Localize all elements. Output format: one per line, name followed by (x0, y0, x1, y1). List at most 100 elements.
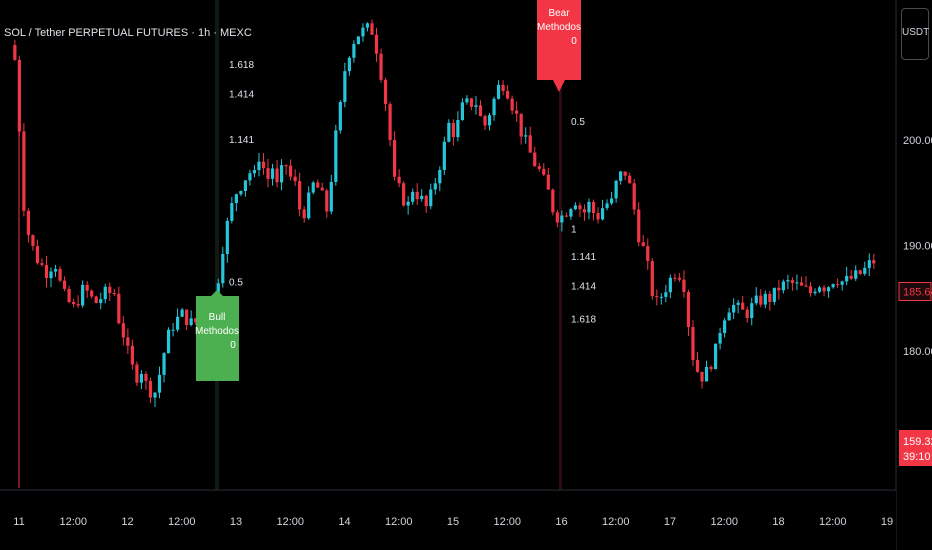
candle (284, 165, 288, 167)
candle (646, 246, 650, 262)
candle (17, 59, 21, 132)
fib-bear-label: 1 (571, 225, 577, 236)
candle (307, 192, 311, 219)
candle (279, 165, 284, 183)
candle (40, 263, 44, 265)
time-tick-label: 12:00 (602, 516, 630, 528)
candle (94, 296, 98, 304)
candle (53, 268, 58, 272)
chart-title: SOL / Tether PERPETUAL FUTURES · 1h · ME… (4, 27, 252, 39)
candle (67, 288, 71, 303)
time-tick-label: 12 (121, 516, 133, 528)
candle (614, 180, 618, 199)
candle (347, 57, 351, 72)
fib-bull-label: 1.414 (229, 90, 254, 101)
time-tick-label: 12:00 (385, 516, 413, 528)
candle (135, 364, 139, 383)
candle (872, 260, 876, 264)
candle (49, 271, 53, 279)
candle (356, 36, 361, 45)
candle (266, 168, 270, 179)
candle (605, 203, 609, 209)
candle (623, 171, 627, 176)
candle (754, 295, 758, 304)
price-tick-label: 180.00 (903, 346, 932, 358)
candle (867, 260, 871, 268)
candle (759, 295, 763, 305)
candle (560, 215, 564, 223)
candle (85, 284, 89, 291)
candle (772, 287, 776, 302)
candle (275, 168, 279, 183)
candle (469, 98, 474, 107)
candle (139, 373, 144, 383)
candle (542, 168, 546, 175)
candle (528, 135, 532, 153)
candle (397, 176, 401, 184)
candle (447, 122, 451, 142)
time-tick-label: 12:00 (59, 516, 87, 528)
candle (189, 318, 193, 325)
candle (808, 286, 813, 294)
candle (392, 140, 397, 177)
candle (537, 166, 541, 169)
candle (76, 304, 80, 306)
candle (673, 277, 677, 279)
candle (117, 293, 121, 324)
candle (713, 343, 718, 370)
time-tick-label: 18 (772, 516, 784, 528)
candle (144, 373, 148, 381)
currency-unit-button[interactable]: USDT (901, 8, 929, 60)
candle (478, 105, 483, 117)
candle (148, 380, 153, 398)
candle (655, 296, 659, 298)
candle (298, 181, 302, 210)
time-tick-label: 16 (555, 516, 567, 528)
candle (619, 171, 623, 181)
candle (460, 102, 465, 120)
candle (157, 374, 162, 393)
candle (121, 323, 125, 338)
candle (429, 189, 433, 207)
candle (524, 135, 528, 137)
candle (573, 205, 578, 210)
last-price-label: 185.64 (903, 286, 932, 298)
candle (171, 329, 175, 331)
candle (35, 246, 40, 264)
bear-signal-text: Methodos (537, 22, 581, 33)
candle (591, 201, 596, 214)
price-axis (896, 0, 932, 550)
candle (257, 161, 261, 171)
currency-unit-label: USDT (902, 27, 930, 38)
candle (194, 318, 198, 323)
candle (686, 291, 691, 328)
candle (248, 173, 252, 181)
candle (845, 275, 849, 282)
candle (863, 267, 867, 274)
candle (637, 209, 641, 243)
candle (506, 90, 510, 99)
bear-signal-badge[interactable] (537, 0, 581, 92)
candle (334, 130, 338, 182)
candle (600, 208, 605, 220)
candle (768, 293, 772, 302)
candle (13, 45, 17, 60)
candle (587, 201, 591, 213)
time-tick-label: 11 (13, 516, 24, 528)
fib-bear-label: 1.618 (571, 314, 596, 325)
candle (836, 284, 840, 286)
bull-signal-badge[interactable] (196, 290, 239, 381)
candle (510, 98, 514, 111)
candle (325, 190, 329, 212)
bull-signal-column (215, 0, 219, 490)
time-tick-label: 12:00 (819, 516, 847, 528)
candle (338, 101, 342, 131)
candle (406, 201, 410, 206)
candle (664, 292, 668, 297)
bull-signal-text: Bull (209, 312, 226, 323)
countdown-time: 39:10 (903, 451, 931, 463)
candle (126, 337, 130, 346)
candle (578, 205, 582, 210)
candle (569, 209, 573, 217)
